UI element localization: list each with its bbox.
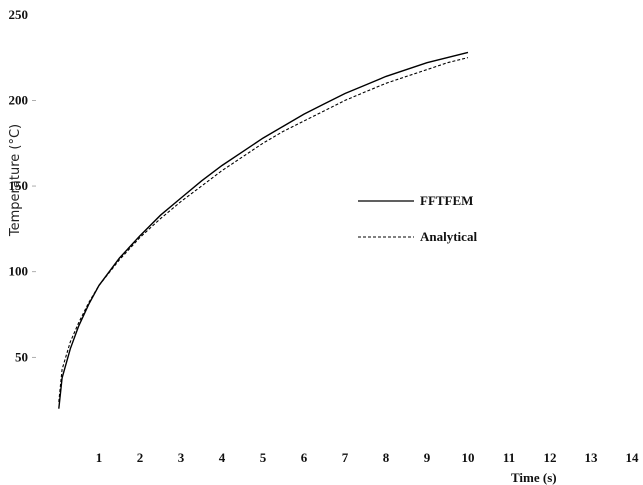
x-tick-label-4: 4 <box>219 450 226 465</box>
y-tick-label-250: 250 <box>9 7 29 22</box>
y-tick-label-200: 200 <box>9 92 29 107</box>
x-tick-label-11: 11 <box>503 450 515 465</box>
x-tick-label-13: 13 <box>585 450 599 465</box>
x-tick-label-8: 8 <box>383 450 390 465</box>
legend-label-analytical: Analytical <box>420 229 477 244</box>
x-tick-label-14: 14 <box>626 450 640 465</box>
series-layer <box>58 51 469 409</box>
y-tick-label-100: 100 <box>9 264 29 279</box>
x-tick-label-7: 7 <box>342 450 349 465</box>
legend-label-fftfem: FFTFEM <box>420 193 473 208</box>
x-tick-label-9: 9 <box>424 450 431 465</box>
x-tick-label-12: 12 <box>544 450 557 465</box>
series-line-fftfem <box>58 51 469 409</box>
x-axis: 1 2 3 4 5 6 7 8 9 10 11 12 13 14 <box>96 450 639 465</box>
x-tick-label-5: 5 <box>260 450 267 465</box>
x-tick-label-10: 10 <box>462 450 475 465</box>
y-tick-label-150: 150 <box>9 178 29 193</box>
y-tick-label-50: 50 <box>15 349 28 364</box>
series-line-analytical <box>58 57 469 402</box>
legend: FFTFEM Analytical <box>358 193 477 244</box>
y-axis: 50 100 150 200 250 <box>9 7 36 364</box>
y-axis-label: Temperature (°C) <box>8 124 23 237</box>
x-tick-label-1: 1 <box>96 450 103 465</box>
x-axis-label: Time (s) <box>511 470 557 485</box>
x-tick-label-3: 3 <box>178 450 185 465</box>
x-tick-label-2: 2 <box>137 450 144 465</box>
x-tick-label-6: 6 <box>301 450 308 465</box>
